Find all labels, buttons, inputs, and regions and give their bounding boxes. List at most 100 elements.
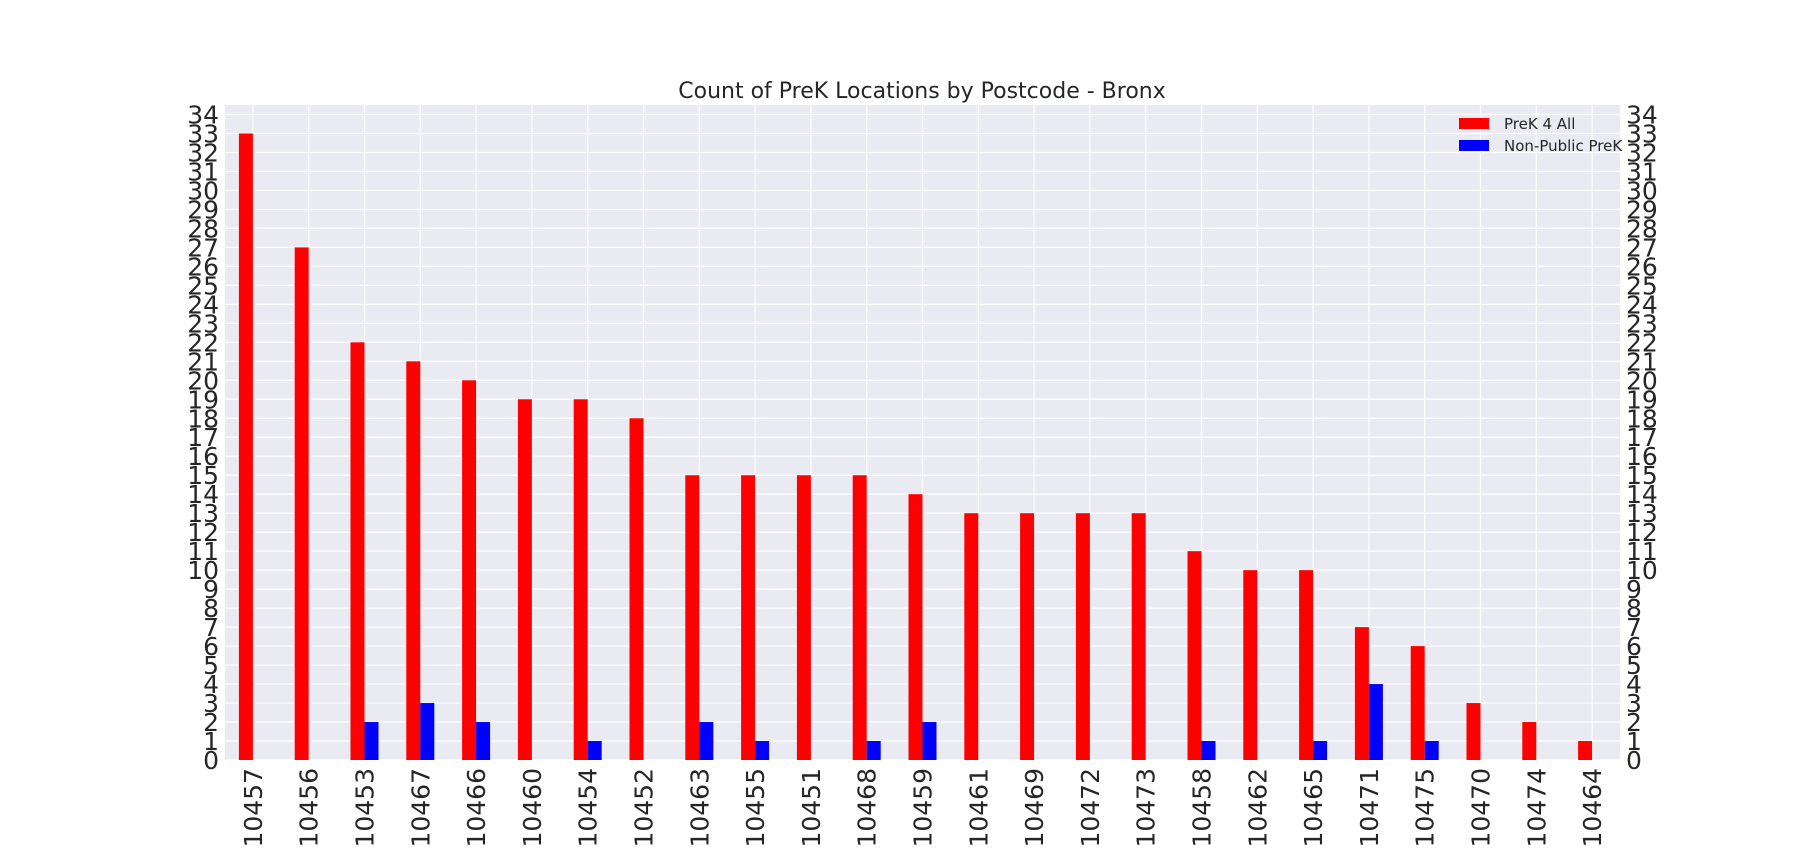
y-tick-label-right: 17 bbox=[1626, 423, 1658, 452]
bar-nonpublic-10455 bbox=[755, 741, 770, 760]
y-tick-label-left: 32 bbox=[187, 138, 219, 167]
x-tick-label: 10475 bbox=[1411, 768, 1440, 848]
bar-prek4all-10472 bbox=[1075, 513, 1090, 760]
y-tick-label-right: 25 bbox=[1626, 271, 1658, 300]
bar-prek4all-10465 bbox=[1299, 570, 1314, 760]
y-tick-label-left: 14 bbox=[187, 480, 219, 509]
bar-nonpublic-10463 bbox=[699, 722, 714, 760]
y-tick-label-left: 3 bbox=[203, 689, 219, 718]
y-tick-label-left: 26 bbox=[187, 252, 219, 281]
chart-title: Count of PreK Locations by Postcode - Br… bbox=[678, 79, 1166, 104]
x-tick-label: 10467 bbox=[406, 768, 435, 848]
y-tick-label-right: 13 bbox=[1626, 499, 1658, 528]
legend-swatch bbox=[1459, 140, 1489, 151]
y-axis-right: 0123456789101112131415161718192021222324… bbox=[1626, 100, 1658, 775]
x-axis: 10457 10456 10453 10467 10466 10460 10454 10452… bbox=[239, 768, 1607, 848]
bar-nonpublic-10467 bbox=[420, 703, 435, 760]
y-tick-label-right: 0 bbox=[1626, 746, 1642, 775]
y-tick-label-right: 15 bbox=[1626, 461, 1658, 490]
y-tick-label-right: 33 bbox=[1626, 119, 1658, 148]
bar-nonpublic-10471 bbox=[1368, 684, 1383, 760]
y-tick-label-right: 19 bbox=[1626, 385, 1658, 414]
y-tick-label-right: 5 bbox=[1626, 651, 1642, 680]
x-tick-label: 10451 bbox=[797, 768, 826, 848]
bar-prek4all-10460 bbox=[517, 399, 532, 760]
y-tick-label-left: 8 bbox=[203, 594, 219, 623]
y-tick-label-right: 7 bbox=[1626, 613, 1642, 642]
bar-prek4all-10453 bbox=[350, 342, 365, 760]
y-tick-label-right: 31 bbox=[1626, 157, 1658, 186]
x-tick-label: 10472 bbox=[1076, 768, 1105, 848]
x-tick-label: 10462 bbox=[1243, 768, 1272, 848]
y-tick-label-right: 23 bbox=[1626, 309, 1658, 338]
y-tick-label-right: 16 bbox=[1626, 442, 1658, 471]
x-tick-label: 10459 bbox=[909, 768, 938, 848]
y-tick-label-right: 12 bbox=[1626, 518, 1658, 547]
bar-nonpublic-10466 bbox=[476, 722, 491, 760]
x-tick-label: 10473 bbox=[1132, 768, 1161, 848]
y-tick-label-right: 27 bbox=[1626, 233, 1658, 262]
y-tick-label-left: 13 bbox=[187, 499, 219, 528]
y-tick-label-left: 18 bbox=[187, 404, 219, 433]
y-tick-label-right: 20 bbox=[1626, 366, 1658, 395]
bar-prek4all-10467 bbox=[406, 361, 421, 760]
bar-prek4all-10473 bbox=[1131, 513, 1146, 760]
y-tick-label-left: 34 bbox=[187, 100, 219, 129]
x-tick-label: 10471 bbox=[1355, 768, 1384, 848]
y-tick-label-right: 14 bbox=[1626, 480, 1658, 509]
y-tick-label-right: 1 bbox=[1626, 727, 1642, 756]
y-tick-label-right: 4 bbox=[1626, 670, 1642, 699]
y-tick-label-right: 28 bbox=[1626, 214, 1658, 243]
bar-prek4all-10468 bbox=[852, 475, 867, 760]
legend: PreK 4 All Non-Public PreK bbox=[1459, 115, 1623, 155]
y-tick-label-right: 6 bbox=[1626, 632, 1642, 661]
y-tick-label-right: 21 bbox=[1626, 347, 1658, 376]
y-tick-label-left: 10 bbox=[187, 556, 219, 585]
bar-prek4all-10470 bbox=[1466, 703, 1481, 760]
bar-prek4all-10461 bbox=[964, 513, 979, 760]
y-tick-label-left: 0 bbox=[203, 746, 219, 775]
x-tick-label: 10464 bbox=[1578, 768, 1607, 848]
y-tick-label-left: 5 bbox=[203, 651, 219, 680]
y-tick-label-left: 11 bbox=[187, 537, 219, 566]
bar-nonpublic-10468 bbox=[866, 741, 881, 760]
x-tick-label: 10458 bbox=[1188, 768, 1217, 848]
y-tick-label-left: 17 bbox=[187, 423, 219, 452]
y-tick-label-right: 3 bbox=[1626, 689, 1642, 718]
y-tick-label-right: 26 bbox=[1626, 252, 1658, 281]
x-tick-label: 10466 bbox=[462, 768, 491, 848]
y-tick-label-right: 29 bbox=[1626, 195, 1658, 224]
y-tick-label-left: 23 bbox=[187, 309, 219, 338]
x-tick-label: 10456 bbox=[295, 768, 324, 848]
y-tick-label-left: 1 bbox=[203, 727, 219, 756]
bar-nonpublic-10453 bbox=[364, 722, 379, 760]
bar-nonpublic-10458 bbox=[1201, 741, 1216, 760]
y-tick-label-left: 9 bbox=[203, 575, 219, 604]
y-tick-label-left: 15 bbox=[187, 461, 219, 490]
x-tick-label: 10457 bbox=[239, 768, 268, 848]
y-tick-label-left: 20 bbox=[187, 366, 219, 395]
y-tick-label-left: 25 bbox=[187, 271, 219, 300]
bar-prek4all-10466 bbox=[462, 380, 477, 760]
x-tick-label: 10470 bbox=[1467, 768, 1496, 848]
y-tick-label-left: 2 bbox=[203, 708, 219, 737]
y-tick-label-right: 32 bbox=[1626, 138, 1658, 167]
y-tick-label-left: 12 bbox=[187, 518, 219, 547]
legend-label: Non-Public PreK bbox=[1504, 137, 1623, 155]
bar-prek4all-10463 bbox=[685, 475, 700, 760]
bar-prek4all-10454 bbox=[573, 399, 588, 760]
bar-nonpublic-10459 bbox=[922, 722, 937, 760]
y-tick-label-right: 9 bbox=[1626, 575, 1642, 604]
y-tick-label-left: 33 bbox=[187, 119, 219, 148]
y-tick-label-right: 10 bbox=[1626, 556, 1658, 585]
bar-prek4all-10455 bbox=[741, 475, 756, 760]
x-tick-label: 10453 bbox=[351, 768, 380, 848]
y-tick-label-left: 19 bbox=[187, 385, 219, 414]
x-tick-label: 10474 bbox=[1522, 768, 1551, 848]
bar-prek4all-10456 bbox=[294, 247, 309, 761]
bar-prek4all-10469 bbox=[1020, 513, 1035, 760]
bar-nonpublic-10465 bbox=[1313, 741, 1328, 760]
y-tick-label-right: 2 bbox=[1626, 708, 1642, 737]
bars bbox=[238, 133, 1593, 761]
y-tick-label-right: 30 bbox=[1626, 176, 1658, 205]
